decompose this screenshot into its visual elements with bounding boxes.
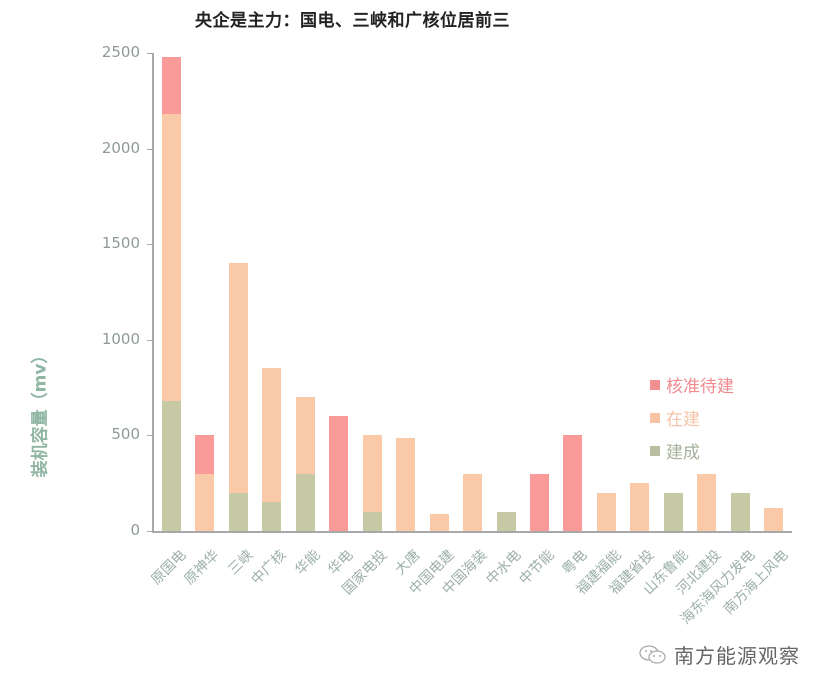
bar-segment — [697, 473, 717, 531]
bar-segment — [329, 416, 349, 531]
bar-segment — [764, 508, 784, 531]
x-category-label: 中节能 — [516, 547, 558, 589]
bar-segment — [262, 368, 282, 503]
bar-1 — [195, 435, 215, 531]
bar-segment — [228, 263, 248, 493]
bar-segment — [496, 511, 516, 531]
bar-segment — [262, 502, 282, 531]
bar-0 — [162, 56, 181, 531]
bar-segment — [362, 511, 382, 531]
bar-8 — [429, 513, 449, 531]
bar-segment — [396, 438, 416, 531]
bar-16 — [697, 473, 717, 531]
y-tick-label: 0 — [130, 521, 140, 539]
x-category-label: 原国电 — [148, 547, 190, 589]
y-tick-mark — [147, 148, 153, 150]
legend-swatch-built — [650, 445, 660, 456]
bar-segment — [429, 513, 449, 531]
legend-label-under-construction: 在建 — [666, 410, 700, 430]
bar-11 — [529, 473, 549, 531]
bar-segment — [563, 435, 583, 531]
x-category-label: 原神华 — [181, 547, 223, 589]
bar-6 — [362, 435, 382, 531]
legend-item-under-construction: 在建 — [650, 401, 734, 434]
bar-17 — [730, 492, 750, 531]
legend-item-built: 建成 — [650, 434, 734, 467]
bar-segment — [596, 492, 616, 531]
y-tick-label: 2500 — [101, 43, 140, 61]
bar-segment — [162, 56, 181, 115]
bar-segment — [295, 473, 315, 531]
y-axis-line — [152, 53, 154, 532]
wechat-icon — [639, 644, 666, 664]
legend-label-approved: 核准待建 — [666, 377, 734, 397]
bar-segment — [228, 492, 248, 531]
legend-item-approved: 核准待建 — [650, 368, 734, 401]
y-tick-label: 500 — [111, 425, 140, 444]
legend: 核准待建 在建 建成 — [650, 368, 734, 467]
legend-swatch-approved — [650, 379, 660, 390]
y-tick-label: 1500 — [101, 234, 140, 253]
bar-segment — [529, 473, 549, 531]
y-tick-mark — [147, 339, 153, 341]
bar-segment — [663, 492, 683, 531]
x-category-label: 中水电 — [482, 547, 524, 589]
bar-18 — [764, 508, 784, 531]
y-tick-mark — [147, 435, 153, 437]
legend-label-built: 建成 — [666, 443, 700, 463]
y-tick-label: 1000 — [101, 329, 140, 348]
bar-10 — [496, 511, 516, 531]
x-category-label: 中广核 — [248, 547, 290, 589]
y-tick-mark — [147, 531, 153, 532]
bar-14 — [630, 483, 650, 531]
y-axis-title: 装机容量（mv） — [30, 346, 51, 478]
bar-3 — [262, 368, 282, 531]
bar-7 — [396, 438, 416, 531]
watermark-text: 南方能源观察 — [674, 644, 800, 668]
bar-13 — [596, 492, 616, 531]
legend-swatch-under-construction — [650, 412, 660, 423]
x-category-label: 华能 — [292, 547, 324, 579]
bar-segment — [463, 473, 483, 531]
bar-segment — [195, 473, 215, 531]
y-tick-mark — [147, 53, 153, 54]
chart-title: 央企是主力：国电、三峡和广核位居前三 — [195, 11, 510, 31]
bar-5 — [329, 416, 349, 531]
watermark: 南方能源观察 — [638, 640, 800, 669]
y-tick-label: 2000 — [101, 138, 140, 157]
bar-segment — [162, 400, 181, 531]
bar-segment — [362, 435, 382, 512]
y-tick-mark — [147, 244, 153, 246]
bar-4 — [295, 397, 315, 531]
bar-2 — [228, 263, 248, 531]
bar-segment — [730, 492, 750, 531]
bar-segment — [162, 114, 181, 401]
bar-9 — [463, 473, 483, 531]
bar-segment — [295, 397, 315, 474]
x-axis-line — [152, 531, 792, 533]
bar-15 — [663, 492, 683, 531]
bar-segment — [630, 483, 650, 531]
bar-12 — [563, 435, 583, 531]
bar-segment — [195, 435, 215, 474]
